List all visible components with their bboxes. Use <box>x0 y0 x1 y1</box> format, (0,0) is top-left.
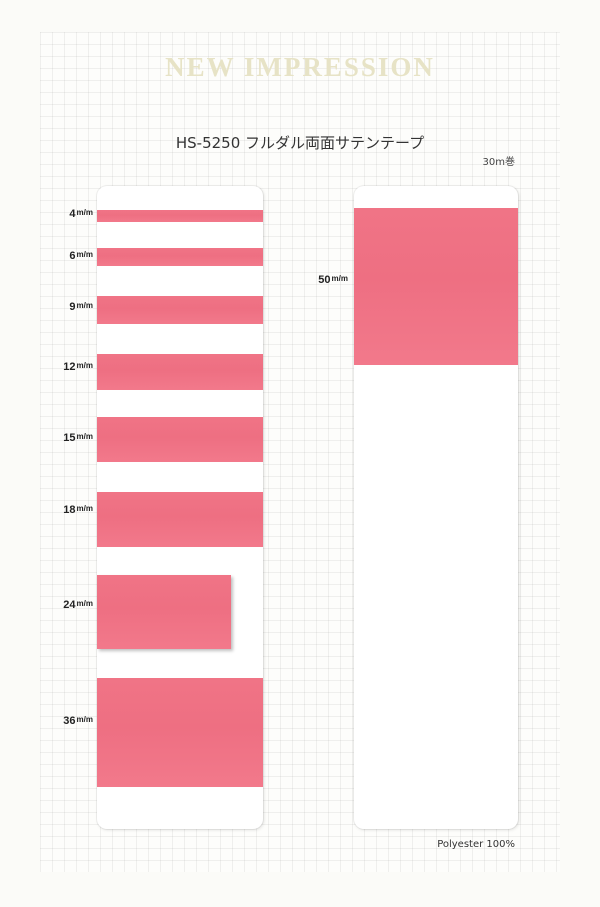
ribbon-12mm <box>97 354 263 390</box>
size-label-9mm: 9m/m <box>69 301 93 313</box>
ribbon-6mm <box>97 248 263 266</box>
ribbon-24mm <box>97 575 231 649</box>
product-title: HS-5250 フルダル両面サテンテープ <box>175 134 425 152</box>
ribbon-18mm <box>97 492 263 547</box>
ribbon-15mm <box>97 417 263 462</box>
size-label-12mm: 12m/m <box>63 361 93 373</box>
ribbon-50mm <box>354 208 518 365</box>
roll-length: 30m巻 <box>482 157 515 168</box>
brand-title: NEW IMPRESSION <box>165 52 435 82</box>
ribbon-4mm <box>97 210 263 222</box>
size-label-24mm: 24m/m <box>63 599 93 611</box>
size-label-15mm: 15m/m <box>63 432 93 444</box>
size-label-36mm: 36m/m <box>63 715 93 727</box>
size-label-50mm: 50m/m <box>318 274 348 286</box>
material-label: Polyester 100% <box>437 839 515 850</box>
size-label-6mm: 6m/m <box>69 250 93 262</box>
ribbon-36mm <box>97 678 263 787</box>
size-label-4mm: 4m/m <box>69 208 93 220</box>
size-label-18mm: 18m/m <box>63 504 93 516</box>
ribbon-9mm <box>97 296 263 324</box>
